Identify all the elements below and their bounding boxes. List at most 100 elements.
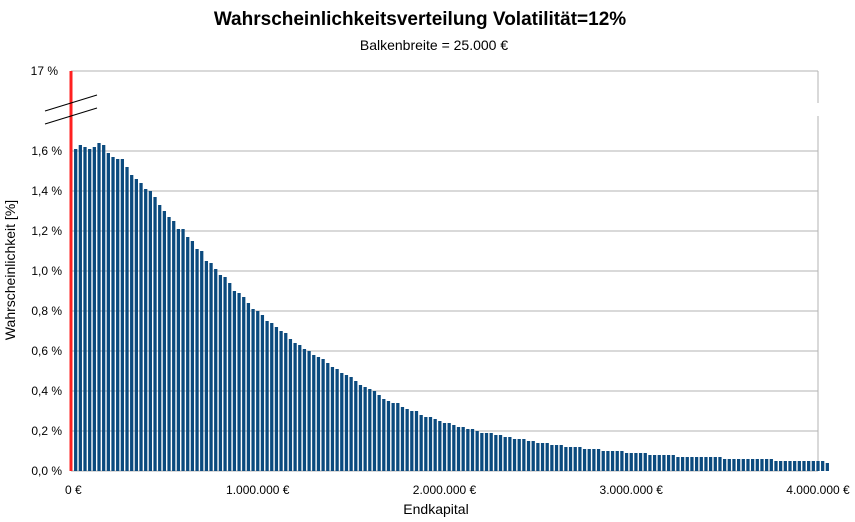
bars (69, 71, 829, 471)
bar (769, 459, 773, 471)
bar (102, 145, 106, 471)
x-tick-label: 4.000.000 € (786, 483, 850, 497)
bar (587, 449, 591, 471)
bar (807, 461, 811, 471)
bar (209, 263, 213, 471)
bar (536, 443, 540, 471)
bar (573, 447, 577, 471)
bar (582, 449, 587, 471)
bar (466, 429, 470, 471)
bar (592, 449, 596, 471)
bar (662, 455, 666, 471)
bar (624, 453, 629, 471)
bar (139, 183, 143, 471)
bar (176, 229, 181, 471)
bar (433, 419, 437, 471)
bar (676, 457, 680, 471)
bar (498, 435, 503, 471)
bar (643, 453, 647, 471)
bar (228, 283, 232, 471)
bar (242, 297, 246, 471)
bar (144, 189, 148, 471)
bar (293, 343, 297, 471)
bar (484, 433, 489, 471)
bar (694, 457, 699, 471)
bar (246, 303, 251, 471)
bar (736, 459, 741, 471)
bar (708, 457, 713, 471)
y-tick-label: 1,6 % (31, 144, 62, 158)
bar (302, 349, 307, 471)
bar (167, 217, 171, 471)
bar (788, 461, 792, 471)
y-tick-label: 1,4 % (31, 184, 62, 198)
bar (634, 453, 638, 471)
bar (447, 423, 451, 471)
bar (825, 463, 829, 471)
bar (340, 373, 344, 471)
bar (452, 425, 456, 471)
bar (424, 417, 428, 471)
y-tick-label: 1,2 % (31, 224, 62, 238)
bar (596, 449, 601, 471)
bar (755, 459, 759, 471)
chart-title: Wahrscheinlichkeitsverteilung Volatilitä… (214, 9, 626, 30)
bar (722, 459, 727, 471)
bar (298, 345, 302, 471)
bar (288, 339, 293, 471)
bar (158, 205, 162, 471)
bar (438, 421, 442, 471)
axis-break-gap (69, 104, 820, 115)
bar (793, 461, 797, 471)
x-tick-label: 0 € (65, 483, 82, 497)
bar (382, 399, 386, 471)
bar (284, 333, 288, 471)
bar (237, 293, 241, 471)
bar (545, 443, 549, 471)
bar (680, 457, 685, 471)
bar (162, 211, 167, 471)
bar (232, 291, 237, 471)
bar (260, 315, 265, 471)
bar (821, 461, 825, 471)
bar (718, 457, 722, 471)
bar (638, 453, 643, 471)
bar (564, 447, 568, 471)
bar (349, 377, 353, 471)
bar (666, 455, 671, 471)
bar (400, 407, 405, 471)
x-axis-label: Endkapital (403, 501, 468, 517)
bar (690, 457, 694, 471)
bar (685, 457, 689, 471)
bar (148, 191, 153, 471)
y-tick-label: 0,0 % (31, 464, 62, 478)
bar (204, 261, 209, 471)
bar (765, 459, 769, 471)
bar (554, 445, 559, 471)
bar (200, 251, 204, 471)
bar (671, 455, 675, 471)
bar (372, 391, 377, 471)
bar (559, 445, 563, 471)
bar (312, 355, 316, 471)
bar (396, 403, 400, 471)
axis-break-mark (44, 94, 98, 112)
bar-zero-special (69, 71, 73, 471)
bar (88, 149, 92, 471)
bar (774, 461, 778, 471)
bar (779, 461, 783, 471)
bar (816, 461, 820, 471)
bar (741, 459, 745, 471)
y-tick-label: 0,6 % (31, 344, 62, 358)
y-tick-label: 1,0 % (31, 264, 62, 278)
y-tick-label: 0,4 % (31, 384, 62, 398)
bar (83, 147, 87, 471)
bar (442, 423, 447, 471)
bar (377, 395, 381, 471)
bar (610, 451, 615, 471)
y-tick-label: 0,2 % (31, 424, 62, 438)
bar (251, 309, 255, 471)
axis-break-mark (44, 107, 98, 125)
bar (751, 459, 755, 471)
y-axis-label: Wahrscheinlichkeit [%] (2, 200, 18, 340)
